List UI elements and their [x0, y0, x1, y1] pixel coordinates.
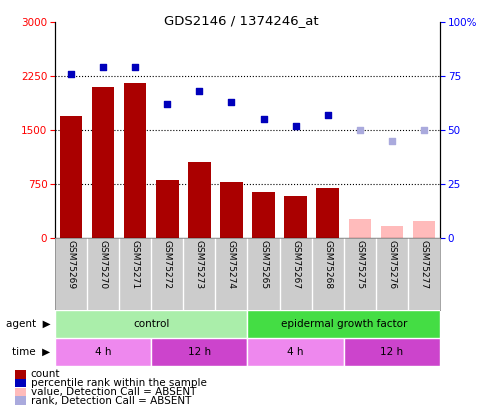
Text: agent  ▶: agent ▶: [5, 319, 50, 329]
Text: GSM75274: GSM75274: [227, 240, 236, 289]
Text: percentile rank within the sample: percentile rank within the sample: [31, 378, 207, 388]
Text: value, Detection Call = ABSENT: value, Detection Call = ABSENT: [31, 387, 196, 397]
Text: time  ▶: time ▶: [12, 347, 50, 357]
Bar: [413, 222, 435, 238]
Point: [99, 64, 107, 70]
Bar: [252, 192, 275, 238]
Bar: [124, 83, 146, 238]
Bar: [156, 180, 179, 238]
Point: [227, 99, 235, 105]
Bar: [247, 338, 344, 366]
Bar: [349, 219, 371, 238]
Text: GSM75269: GSM75269: [67, 240, 75, 289]
Point: [420, 127, 428, 133]
Bar: [344, 338, 440, 366]
Text: 4 h: 4 h: [95, 347, 112, 357]
Point: [356, 127, 364, 133]
Bar: [14, 396, 26, 405]
Point: [292, 122, 299, 129]
Point: [67, 70, 75, 77]
Text: epidermal growth factor: epidermal growth factor: [281, 319, 407, 329]
Bar: [188, 162, 211, 238]
Bar: [284, 196, 307, 238]
Bar: [14, 379, 26, 387]
Point: [163, 101, 171, 107]
Text: 12 h: 12 h: [188, 347, 211, 357]
Bar: [151, 338, 247, 366]
Text: GSM75272: GSM75272: [163, 240, 172, 289]
Point: [388, 138, 396, 144]
Text: GSM75275: GSM75275: [355, 240, 364, 289]
Bar: [55, 338, 151, 366]
Bar: [92, 87, 114, 238]
Bar: [60, 115, 82, 238]
Bar: [381, 226, 403, 238]
Bar: [14, 370, 26, 379]
Text: rank, Detection Call = ABSENT: rank, Detection Call = ABSENT: [31, 396, 191, 405]
Text: GSM75271: GSM75271: [131, 240, 140, 289]
Text: count: count: [31, 369, 60, 379]
Bar: [247, 310, 440, 338]
Text: GSM75265: GSM75265: [259, 240, 268, 289]
Bar: [14, 388, 26, 396]
Text: GSM75276: GSM75276: [387, 240, 397, 289]
Point: [324, 112, 331, 118]
Bar: [220, 182, 242, 238]
Text: control: control: [133, 319, 170, 329]
Text: GSM75270: GSM75270: [99, 240, 108, 289]
Bar: [316, 188, 339, 238]
Text: GSM75268: GSM75268: [323, 240, 332, 289]
Text: GDS2146 / 1374246_at: GDS2146 / 1374246_at: [164, 14, 319, 27]
Text: 4 h: 4 h: [287, 347, 304, 357]
Text: GSM75273: GSM75273: [195, 240, 204, 289]
Point: [196, 88, 203, 94]
Point: [260, 116, 268, 122]
Point: [131, 64, 139, 70]
Text: 12 h: 12 h: [380, 347, 403, 357]
Bar: [55, 310, 247, 338]
Text: GSM75277: GSM75277: [419, 240, 428, 289]
Text: GSM75267: GSM75267: [291, 240, 300, 289]
